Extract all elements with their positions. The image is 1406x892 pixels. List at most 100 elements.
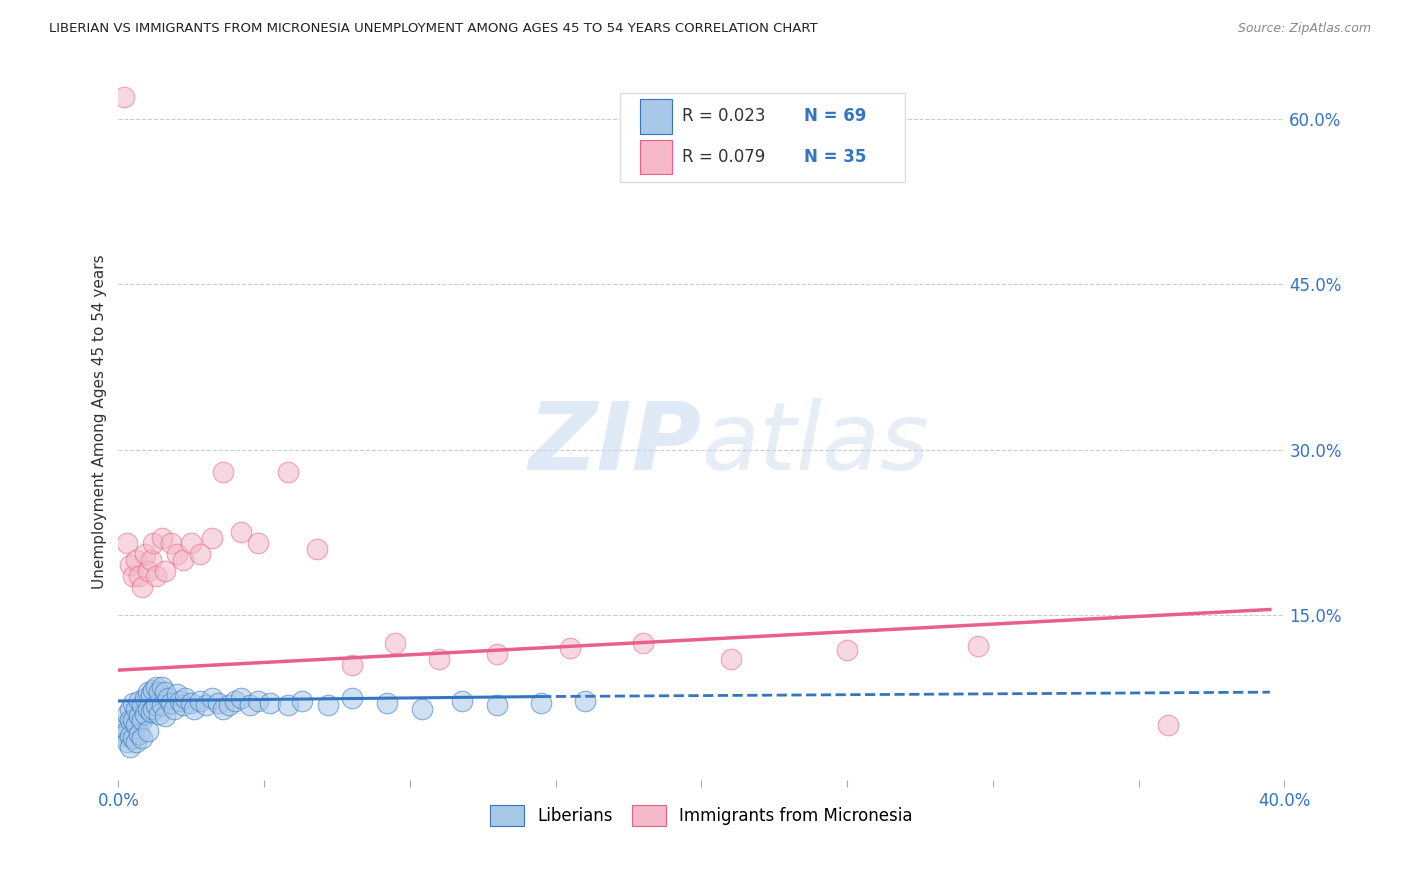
Point — [120, 701, 142, 715]
Text: LIBERIAN VS IMMIGRANTS FROM MICRONESIA UNEMPLOYMENT AMONG AGES 45 TO 54 YEARS CO: LIBERIAN VS IMMIGRANTS FROM MICRONESIA U… — [49, 22, 818, 36]
Point — [156, 690, 179, 705]
Point — [229, 525, 252, 540]
Legend: Liberians, Immigrants from Micronesia: Liberians, Immigrants from Micronesia — [491, 805, 912, 826]
Point — [112, 729, 135, 743]
Point — [276, 465, 298, 479]
Point — [201, 531, 224, 545]
Point — [318, 698, 340, 713]
Point — [486, 647, 509, 661]
Point — [112, 90, 135, 104]
Point — [160, 536, 183, 550]
Point — [153, 709, 176, 723]
Point — [212, 465, 235, 479]
Point — [148, 685, 170, 699]
Point — [188, 694, 211, 708]
Point — [201, 690, 224, 705]
Point — [166, 687, 188, 701]
Point — [574, 694, 596, 708]
Point — [122, 569, 145, 583]
Point — [139, 705, 162, 719]
Point — [120, 729, 142, 743]
Point — [1157, 718, 1180, 732]
Text: atlas: atlas — [702, 398, 929, 489]
Point — [145, 680, 167, 694]
Point — [375, 696, 398, 710]
Point — [188, 548, 211, 562]
Text: N = 69: N = 69 — [804, 107, 866, 126]
Point — [276, 698, 298, 713]
Point — [125, 735, 148, 749]
Point — [212, 701, 235, 715]
Text: N = 35: N = 35 — [804, 148, 866, 166]
Point — [172, 553, 194, 567]
Point — [224, 694, 246, 708]
Point — [150, 698, 173, 713]
Bar — [640, 140, 672, 174]
Point — [131, 581, 153, 595]
Point — [180, 696, 202, 710]
Point — [163, 701, 186, 715]
Point — [120, 558, 142, 573]
Point — [145, 698, 167, 713]
Point — [451, 694, 474, 708]
Point — [291, 694, 314, 708]
Point — [122, 731, 145, 746]
Bar — [640, 99, 672, 134]
Point — [125, 718, 148, 732]
Point — [128, 569, 150, 583]
Point — [134, 548, 156, 562]
Point — [142, 536, 165, 550]
Point — [125, 553, 148, 567]
Point — [180, 536, 202, 550]
Point — [115, 707, 138, 722]
Point — [139, 553, 162, 567]
Point — [115, 723, 138, 738]
Point — [134, 690, 156, 705]
Point — [153, 685, 176, 699]
Point — [247, 536, 270, 550]
Point — [150, 680, 173, 694]
Point — [967, 639, 990, 653]
Y-axis label: Unemployment Among Ages 45 to 54 years: Unemployment Among Ages 45 to 54 years — [93, 255, 107, 590]
Point — [166, 548, 188, 562]
Point — [128, 709, 150, 723]
Point — [131, 713, 153, 727]
Point — [153, 564, 176, 578]
Point — [131, 698, 153, 713]
Text: R = 0.023: R = 0.023 — [682, 107, 765, 126]
Point — [112, 718, 135, 732]
Point — [120, 740, 142, 755]
Point — [142, 682, 165, 697]
Point — [194, 698, 217, 713]
Point — [110, 723, 132, 738]
Point — [134, 707, 156, 722]
Point — [207, 696, 229, 710]
Point — [122, 713, 145, 727]
Point — [136, 685, 159, 699]
Point — [131, 731, 153, 746]
Point — [150, 531, 173, 545]
Point — [120, 713, 142, 727]
Point — [115, 735, 138, 749]
Point — [229, 690, 252, 705]
Point — [530, 696, 553, 710]
Point — [145, 569, 167, 583]
Point — [172, 698, 194, 713]
Point — [160, 696, 183, 710]
Point — [142, 701, 165, 715]
Text: R = 0.079: R = 0.079 — [682, 148, 765, 166]
Point — [148, 707, 170, 722]
Point — [115, 536, 138, 550]
Point — [411, 701, 433, 715]
Point — [128, 727, 150, 741]
Text: Source: ZipAtlas.com: Source: ZipAtlas.com — [1237, 22, 1371, 36]
Point — [340, 657, 363, 672]
Point — [136, 701, 159, 715]
Point — [136, 564, 159, 578]
Point — [384, 635, 406, 649]
Point — [174, 690, 197, 705]
Point — [560, 641, 582, 656]
Point — [128, 694, 150, 708]
Point — [486, 698, 509, 713]
Point — [720, 652, 742, 666]
